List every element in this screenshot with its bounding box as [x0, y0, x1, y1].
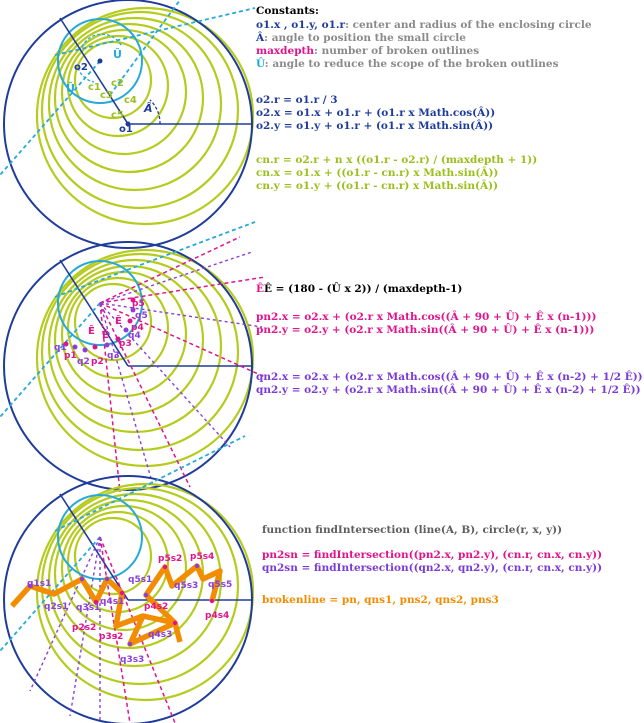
panel-3-drawing: q1s1 q2s1 q3s1 q4s1 q5s1 p2s2 p3s2 p4s2 … [0, 435, 255, 723]
svg-text:p3s2: p3s2 [99, 632, 123, 642]
panel-2-drawing: q1 p1 q2 p2 q3 p3 q4 p4 q5 p5 Ê Ê Ê [0, 221, 266, 493]
svg-text:cn.r = o2.r + n x ((o1.r - o2.: cn.r = o2.r + n x ((o1.r - o2.r) / (maxd… [256, 154, 537, 166]
svg-text:cn.x = o1.x + ((o1.r - cn.r) x: cn.x = o1.x + ((o1.r - cn.r) x Math.sin(… [256, 165, 498, 179]
label-u-hat-left: Û [66, 82, 75, 95]
svg-text:p2: p2 [91, 357, 104, 367]
svg-text:q5s1: q5s1 [128, 575, 152, 585]
panel-3-text: function findIntersection (line(A, B), c… [262, 524, 602, 606]
svg-text:Â: angle to position the small: Â: angle to position the small circle [255, 30, 466, 44]
svg-text:Û: angle to reduce the scope o: Û: angle to reduce the scope of the brok… [256, 56, 559, 70]
panel-1-text: Constants: o1.x , o1.y, o1.r: center and… [255, 5, 592, 192]
svg-text:pn2sn = findIntersection((pn2.: pn2sn = findIntersection((pn2.x, pn2.y),… [262, 549, 602, 561]
label-c5: c5 [111, 110, 124, 121]
label-c4: c4 [124, 95, 137, 106]
panel-2-text: ÊÊ = (180 - (Û x 2)) / (maxdepth-1) pn2.… [256, 281, 643, 396]
svg-text:o2.y = o1.y + o1.r + (o1.r x M: o2.y = o1.y + o1.r + (o1.r x Math.sin(Â)… [256, 118, 493, 132]
svg-text:q1: q1 [54, 343, 67, 353]
svg-text:Ê: Ê [102, 328, 109, 341]
label-c1: c1 [88, 82, 101, 93]
svg-text:q2s1: q2s1 [44, 602, 68, 612]
svg-text:q1s1: q1s1 [27, 579, 51, 589]
svg-text:p4s4: p4s4 [205, 611, 229, 621]
svg-text:o2.x = o1.x + o1.r + (o1.r x M: o2.x = o1.x + o1.r + (o1.r x Math.cos(Â)… [256, 105, 495, 119]
svg-text:p4: p4 [131, 323, 144, 333]
svg-text:p1: p1 [64, 351, 77, 361]
svg-text:maxdepth: number of broken out: maxdepth: number of broken outlines [256, 45, 479, 57]
svg-text:ÊÊ = (180 - (Û x 2)) / (maxdep: ÊÊ = (180 - (Û x 2)) / (maxdepth-1) [256, 281, 462, 295]
label-o1: o1 [119, 124, 133, 135]
small-circle [57, 18, 143, 104]
svg-text:qn2.y = o2.y + (o2.r x Math.si: qn2.y = o2.y + (o2.r x Math.sin((Â + 90 … [256, 382, 641, 396]
svg-text:q3s1: q3s1 [76, 603, 100, 613]
panel-1-drawing: o1 o2 c1 c2 c3 c4 c5 Û Û Â [0, 0, 256, 249]
svg-text:qn2.x = o2.x + (o2.r x Math.co: qn2.x = o2.x + (o2.r x Math.cos((Â + 90 … [256, 369, 643, 383]
svg-text:q5s3: q5s3 [174, 581, 198, 591]
svg-text:Ê: Ê [115, 314, 122, 327]
svg-text:p4s2: p4s2 [144, 602, 168, 612]
svg-text:q2: q2 [77, 357, 90, 367]
label-a-hat: Â [143, 101, 153, 115]
svg-text:q4s1: q4s1 [100, 597, 124, 607]
constants-title: Constants: [256, 5, 319, 17]
green-circles [35, 6, 255, 226]
label-c3: c3 [100, 90, 113, 101]
svg-text:o2.r = o1.r / 3: o2.r = o1.r / 3 [256, 94, 338, 106]
svg-text:q5: q5 [135, 311, 148, 321]
svg-text:brokenline = pn, qns1, pns2, q: brokenline = pn, qns1, pns2, qns2, pns3 [262, 594, 499, 606]
svg-text:qn2sn = findIntersection((qn2.: qn2sn = findIntersection((qn2.x, qn2.y),… [262, 562, 602, 574]
svg-text:q5s5: q5s5 [208, 580, 232, 590]
svg-text:p5s2: p5s2 [158, 554, 182, 564]
svg-text:pn2.y = o2.y + (o2.r x Math.si: pn2.y = o2.y + (o2.r x Math.sin((Â + 90 … [256, 322, 594, 336]
svg-text:pn2.x = o2.x + (o2.r x Math.co: pn2.x = o2.x + (o2.r x Math.cos((Â + 90 … [256, 309, 596, 323]
label-c2: c2 [111, 78, 124, 89]
svg-text:o1.x , o1.y, o1.r: center and: o1.x , o1.y, o1.r: center and radius of … [256, 19, 592, 31]
svg-text:q4s3: q4s3 [148, 630, 172, 640]
svg-text:q3: q3 [107, 351, 120, 361]
svg-text:function findIntersection (lin: function findIntersection (line(A, B), c… [262, 524, 562, 536]
svg-text:p5: p5 [132, 299, 145, 309]
svg-text:p5s4: p5s4 [190, 552, 214, 562]
svg-text:p3: p3 [119, 339, 132, 349]
svg-text:q3s3: q3s3 [120, 655, 144, 665]
svg-text:q4: q4 [128, 331, 141, 341]
svg-text:p2s2: p2s2 [72, 623, 96, 633]
label-u-hat-top: Û [113, 48, 122, 61]
svg-text:Ê: Ê [88, 324, 95, 337]
svg-text:cn.y = o1.y + ((o1.r - cn.r) x: cn.y = o1.y + ((o1.r - cn.r) x Math.sin(… [256, 178, 498, 192]
label-o2: o2 [74, 62, 88, 73]
